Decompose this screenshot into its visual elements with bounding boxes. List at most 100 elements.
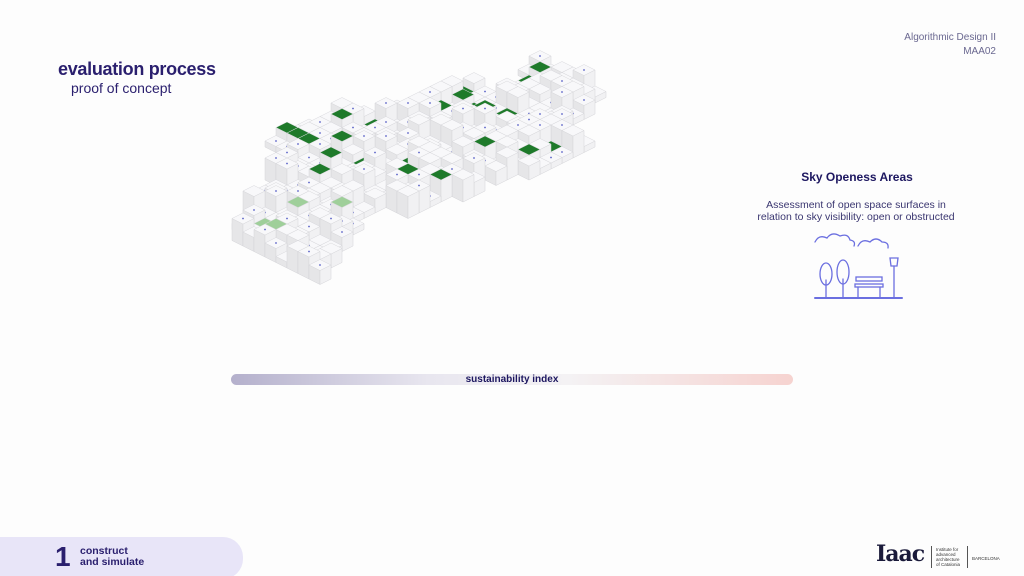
model-dot: [484, 107, 486, 110]
institute-line: Institute for: [936, 547, 959, 552]
model-face: [451, 168, 475, 181]
model-face: [451, 135, 475, 148]
model-dot: [385, 121, 387, 123]
model-dot: [319, 121, 321, 123]
model-face: [517, 154, 541, 167]
course-info: Algorithmic Design II MAA02: [904, 31, 996, 59]
model-dot: [451, 168, 453, 170]
model-face: [363, 187, 387, 200]
step-number: 1: [55, 541, 71, 572]
model-dot: [385, 135, 387, 137]
model-dot: [528, 118, 530, 121]
model-dot: [418, 173, 420, 176]
model-dot: [286, 217, 288, 220]
model-dot: [330, 217, 332, 220]
model-dot: [308, 181, 310, 184]
model-dot: [286, 151, 288, 154]
model-dot: [418, 184, 420, 187]
model-dot: [517, 124, 519, 126]
model-dot: [473, 157, 475, 159]
logo-separator: [931, 546, 932, 568]
logo-institute: Institute for advanced architecture of C…: [936, 547, 960, 567]
model-dot: [539, 113, 541, 115]
model-dot: [561, 80, 563, 82]
model-dot: [550, 156, 552, 159]
model-dot: [583, 69, 585, 71]
model-dot: [374, 126, 376, 129]
model-face: [429, 168, 453, 181]
model-dot: [308, 225, 310, 228]
course-name: Algorithmic Design II: [904, 32, 996, 43]
model-dot: [429, 91, 431, 93]
model-face: [462, 72, 486, 84]
model-dot: [363, 168, 365, 170]
model-dot: [297, 190, 299, 192]
index-bar: [231, 374, 793, 385]
park-icon: [814, 233, 903, 299]
model-dot: [561, 113, 563, 115]
model-dot: [561, 151, 563, 153]
model-face: [330, 196, 354, 208]
model-dot: [418, 151, 420, 154]
model-face: [506, 86, 530, 98]
index-label: sustainability index: [465, 374, 559, 385]
slide-subtitle: proof of concept: [71, 80, 172, 96]
step-label-line: construct: [80, 545, 128, 557]
urban-model: [231, 50, 607, 285]
model-dot: [539, 124, 541, 126]
model-dot: [396, 173, 398, 176]
model-dot: [561, 124, 563, 126]
model-face: [407, 113, 431, 126]
model-dot: [253, 209, 255, 211]
model-face: [528, 83, 552, 95]
model-dot: [363, 135, 365, 137]
model-dot: [484, 126, 486, 129]
model-face: [330, 130, 354, 142]
model-dot: [242, 217, 244, 220]
model-face: [341, 143, 365, 156]
model-dot: [264, 228, 266, 231]
model-dot: [308, 250, 310, 253]
slide-title: evaluation process: [58, 59, 216, 79]
model-face: [308, 163, 332, 175]
model-dot: [539, 55, 541, 57]
model-face: [517, 124, 541, 137]
model-dot: [561, 91, 563, 93]
model-face: [330, 163, 354, 175]
logo-wordmark: Iaac: [876, 541, 925, 567]
course-code: MAA02: [963, 46, 996, 57]
model-face: [484, 160, 508, 172]
institute-line: advanced: [936, 552, 956, 557]
logo-city: BARCELONA: [972, 556, 1000, 561]
model-dot: [407, 102, 409, 104]
model-dot: [352, 107, 354, 110]
model-dot: [341, 231, 343, 233]
model-face: [385, 143, 409, 156]
model-dot: [297, 143, 299, 145]
model-dot: [275, 242, 277, 244]
description-line: Assessment of open space surfaces in: [766, 199, 946, 211]
model-face: [319, 146, 343, 159]
logo-separator: [967, 546, 968, 568]
model-dot: [275, 190, 277, 192]
model-dot: [319, 143, 321, 145]
model-face: [495, 146, 519, 159]
model-dot: [308, 156, 310, 159]
model-dot: [275, 140, 277, 142]
model-dot: [275, 157, 277, 159]
model-face: [242, 185, 266, 197]
model-dot: [286, 162, 288, 165]
model-dot: [407, 132, 409, 134]
model-dot: [484, 90, 486, 93]
model-dot: [429, 102, 431, 104]
model-face: [330, 108, 354, 120]
model-dot: [374, 151, 376, 154]
model-dot: [462, 107, 464, 110]
model-dot: [352, 126, 354, 129]
model-face: [561, 124, 585, 137]
institute-line: of Catalonia: [936, 562, 961, 567]
model-dot: [319, 264, 321, 266]
model-face: [440, 119, 464, 131]
model-dot: [319, 132, 321, 134]
